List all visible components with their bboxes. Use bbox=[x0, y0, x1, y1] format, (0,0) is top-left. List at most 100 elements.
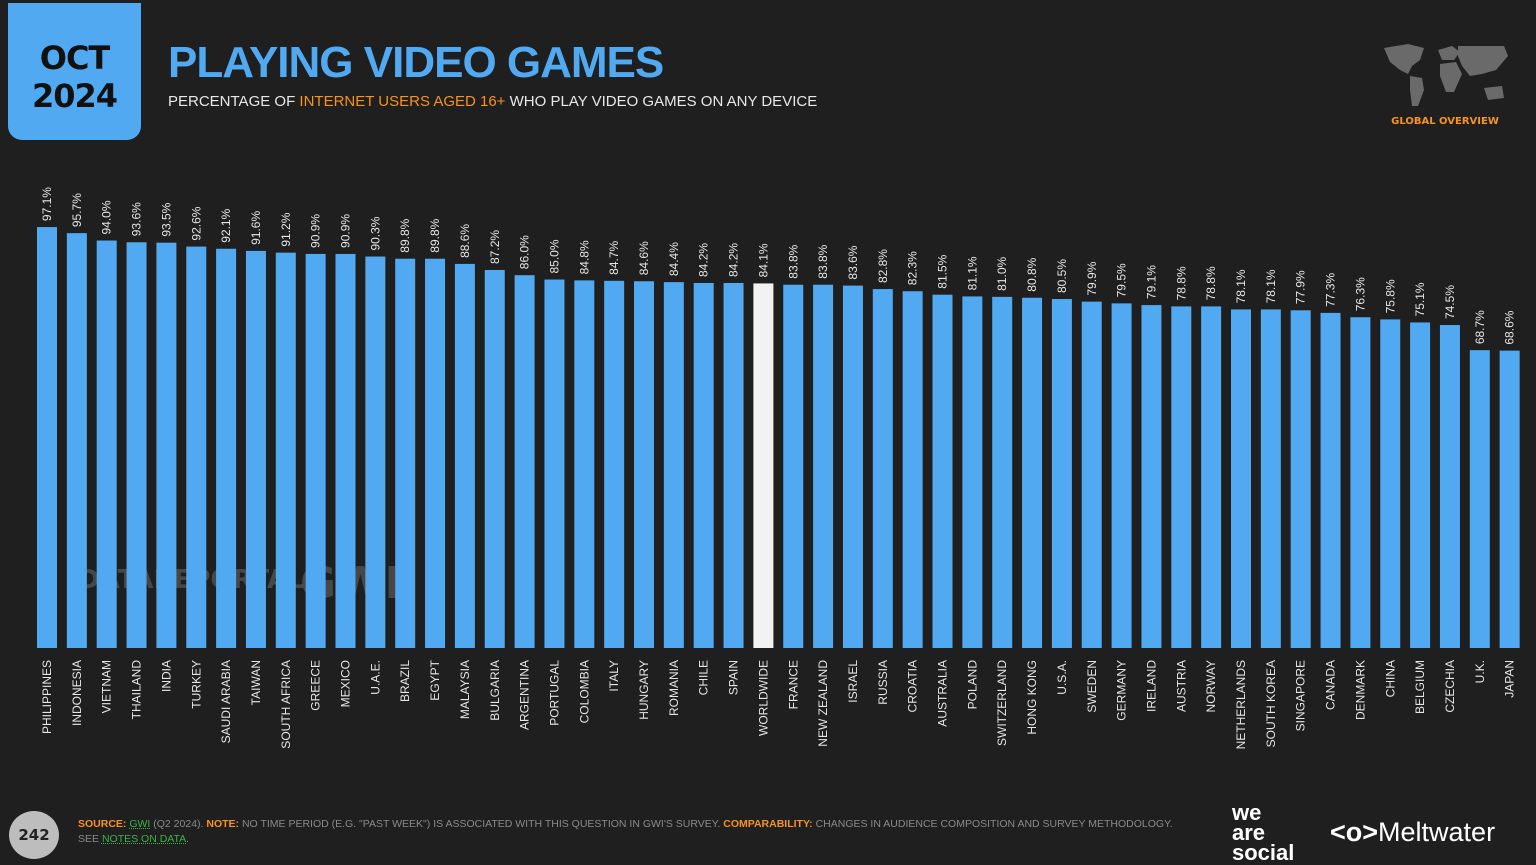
category-label: CHINA bbox=[1383, 660, 1397, 697]
data-label: 80.5% bbox=[1055, 259, 1069, 293]
meltwater-logo: <o>Meltwater bbox=[1330, 817, 1495, 848]
data-label: 84.2% bbox=[697, 243, 711, 277]
category-label: ITALY bbox=[607, 660, 621, 692]
bar-australia bbox=[932, 294, 953, 648]
note-text: NO TIME PERIOD (E.G. "PAST WEEK") IS ASS… bbox=[239, 818, 724, 830]
data-label: 82.8% bbox=[876, 249, 890, 283]
bar-italy bbox=[604, 280, 625, 648]
data-label: 76.3% bbox=[1353, 277, 1367, 311]
date-year: 2024 bbox=[31, 77, 118, 115]
category-label: BELGIUM bbox=[1413, 660, 1427, 714]
data-label: 92.6% bbox=[189, 206, 203, 240]
bar-ireland bbox=[1141, 305, 1162, 648]
bar-norway bbox=[1201, 306, 1222, 648]
bar-switzerland bbox=[992, 296, 1013, 648]
data-label: 87.2% bbox=[488, 230, 502, 264]
bar-germany bbox=[1111, 303, 1132, 648]
data-label: 80.8% bbox=[1025, 257, 1039, 291]
category-label: WORLDWIDE bbox=[756, 660, 770, 736]
bar-canada bbox=[1320, 312, 1341, 648]
bar-singapore bbox=[1290, 310, 1311, 648]
category-label: SOUTH AFRICA bbox=[279, 660, 293, 749]
bar-malaysia bbox=[454, 263, 475, 648]
category-label: MEXICO bbox=[339, 660, 353, 707]
bar-france bbox=[783, 284, 804, 648]
data-label: 81.0% bbox=[995, 257, 1009, 291]
category-label: SWEDEN bbox=[1085, 660, 1099, 713]
data-label: 85.0% bbox=[547, 239, 561, 273]
data-label: 75.8% bbox=[1383, 279, 1397, 313]
bar-argentina bbox=[514, 275, 535, 648]
category-label: BRAZIL bbox=[398, 660, 412, 702]
source-link[interactable]: GWI bbox=[129, 818, 151, 830]
footer-notes: SOURCE: GWI (Q2 2024). NOTE: NO TIME PER… bbox=[78, 817, 1188, 847]
data-label: 89.8% bbox=[428, 218, 442, 252]
bar-u-a-e- bbox=[365, 256, 386, 648]
bar-u-s-a- bbox=[1051, 299, 1072, 648]
data-label: 78.1% bbox=[1264, 269, 1278, 303]
bar-czechia bbox=[1439, 325, 1460, 648]
category-label: COLOMBIA bbox=[577, 660, 591, 723]
bar-spain bbox=[723, 282, 744, 648]
data-label: 97.1% bbox=[40, 187, 54, 221]
category-label: ROMANIA bbox=[667, 660, 681, 716]
bar-hungary bbox=[634, 281, 654, 648]
bar-hong-kong bbox=[1022, 297, 1043, 648]
we-are-social-logo: we are social bbox=[1232, 800, 1295, 865]
category-label: AUSTRIA bbox=[1174, 660, 1188, 712]
category-label: ARGENTINA bbox=[518, 660, 532, 730]
category-label: PHILIPPINES bbox=[40, 660, 54, 734]
data-label: 78.8% bbox=[1174, 266, 1188, 300]
bar-south-africa bbox=[275, 252, 296, 648]
subtitle-text-end: WHO PLAY VIDEO GAMES ON ANY DEVICE bbox=[505, 93, 818, 110]
category-label: CHILE bbox=[697, 660, 711, 695]
bar-taiwan bbox=[245, 250, 266, 648]
comparability-label: COMPARABILITY: bbox=[723, 818, 813, 830]
date-month: OCT bbox=[39, 39, 111, 77]
bar-russia bbox=[872, 289, 893, 648]
category-label: GREECE bbox=[309, 660, 323, 711]
bar-croatia bbox=[902, 291, 923, 648]
category-label: NEW ZEALAND bbox=[816, 660, 830, 747]
bar-chile bbox=[693, 282, 714, 648]
data-label: 81.5% bbox=[936, 254, 950, 288]
bar-thailand bbox=[126, 242, 147, 648]
data-label: 79.1% bbox=[1144, 265, 1158, 299]
category-label: INDIA bbox=[159, 660, 173, 692]
category-label: HUNGARY bbox=[637, 660, 651, 720]
bar-saudi-arabia bbox=[216, 248, 237, 648]
category-label: DENMARK bbox=[1353, 660, 1367, 720]
data-label: 79.5% bbox=[1115, 263, 1129, 297]
bar-belgium bbox=[1410, 322, 1431, 648]
data-label: 83.8% bbox=[816, 244, 830, 278]
date-badge: OCT 2024 bbox=[8, 3, 141, 140]
bar-austria bbox=[1171, 306, 1192, 648]
data-label: 89.8% bbox=[398, 218, 412, 252]
bar-netherlands bbox=[1231, 309, 1251, 648]
bar-china bbox=[1380, 319, 1401, 648]
world-map-icon bbox=[1384, 44, 1508, 106]
bar-new-zealand bbox=[813, 284, 834, 648]
data-label: 84.7% bbox=[607, 240, 621, 274]
category-label: PORTUGAL bbox=[547, 660, 561, 726]
category-label: MALAYSIA bbox=[458, 660, 472, 719]
meltwater-text: Meltwater bbox=[1378, 817, 1496, 847]
data-label: 88.6% bbox=[458, 224, 472, 258]
category-label: U.K. bbox=[1473, 660, 1487, 683]
notes-on-data-link[interactable]: NOTES ON DATA bbox=[101, 833, 187, 845]
bar-colombia bbox=[574, 280, 595, 648]
bar-portugal bbox=[544, 279, 565, 648]
data-label: 94.0% bbox=[100, 200, 114, 234]
data-label: 84.1% bbox=[756, 243, 770, 277]
subtitle-text: PERCENTAGE OF bbox=[168, 93, 300, 110]
data-label: 77.9% bbox=[1294, 270, 1308, 304]
data-label: 90.9% bbox=[309, 214, 323, 248]
bar-indonesia bbox=[66, 233, 87, 648]
bar-egypt bbox=[425, 258, 446, 648]
category-label: FRANCE bbox=[786, 660, 800, 709]
data-label: 84.4% bbox=[667, 242, 681, 276]
bar-south-korea bbox=[1260, 309, 1281, 648]
bar-india bbox=[156, 242, 177, 649]
category-label: VIETNAM bbox=[100, 660, 114, 713]
category-label: CANADA bbox=[1324, 660, 1338, 710]
